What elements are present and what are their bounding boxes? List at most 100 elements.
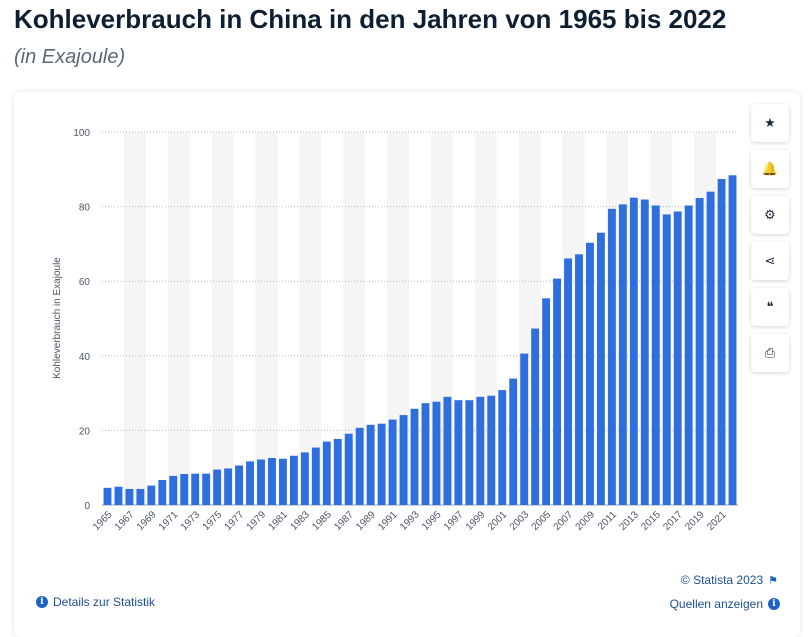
x-tick-label: 1977 bbox=[223, 509, 247, 533]
bar-2012[interactable] bbox=[618, 204, 627, 505]
sources-label: Quellen anzeigen bbox=[669, 597, 763, 611]
bar-1982[interactable] bbox=[289, 455, 298, 505]
x-tick-label: 2007 bbox=[552, 509, 576, 533]
x-tick-label: 1985 bbox=[310, 509, 334, 533]
bar-1981[interactable] bbox=[278, 458, 287, 505]
bar-2002[interactable] bbox=[509, 378, 518, 505]
chart-toolbar: ★ 🔔 ⚙ ⋖ ❝ ⎙ bbox=[751, 104, 789, 380]
bar-2016[interactable] bbox=[662, 214, 671, 506]
bar-1988[interactable] bbox=[355, 427, 364, 505]
bar-1992[interactable] bbox=[399, 415, 408, 505]
bar-1990[interactable] bbox=[377, 423, 386, 505]
bar-1977[interactable] bbox=[235, 465, 244, 505]
bar-2022[interactable] bbox=[728, 175, 737, 505]
copyright-label: © Statista 2023 bbox=[680, 573, 764, 587]
x-tick-label: 2011 bbox=[596, 509, 619, 532]
bar-1985[interactable] bbox=[322, 441, 331, 505]
x-tick-label: 2003 bbox=[508, 509, 532, 533]
bar-1997[interactable] bbox=[454, 400, 463, 505]
y-tick-label: 100 bbox=[73, 128, 90, 139]
stripe bbox=[167, 132, 190, 505]
y-tick-label: 40 bbox=[79, 352, 91, 363]
bar-1983[interactable] bbox=[300, 452, 309, 505]
stripe bbox=[343, 132, 366, 505]
x-tick-label: 2013 bbox=[617, 509, 641, 533]
bar-1976[interactable] bbox=[224, 468, 233, 505]
bar-1993[interactable] bbox=[410, 408, 419, 505]
bar-2006[interactable] bbox=[553, 278, 562, 505]
bar-2004[interactable] bbox=[531, 328, 540, 505]
bar-2018[interactable] bbox=[684, 205, 693, 505]
x-tick-label: 1981 bbox=[267, 509, 291, 533]
bar-1973[interactable] bbox=[191, 473, 200, 505]
bar-1999[interactable] bbox=[476, 396, 485, 505]
bar-2010[interactable] bbox=[596, 232, 605, 505]
x-tick-label: 1999 bbox=[464, 509, 488, 533]
x-tick-label: 2001 bbox=[486, 509, 510, 533]
bar-2000[interactable] bbox=[487, 395, 496, 505]
x-tick-label: 1995 bbox=[420, 509, 444, 533]
print-button[interactable]: ⎙ bbox=[751, 334, 789, 372]
bar-2015[interactable] bbox=[651, 205, 660, 505]
quote-icon: ❝ bbox=[766, 299, 774, 314]
bar-2009[interactable] bbox=[586, 242, 594, 505]
details-link[interactable]: i Details zur Statistik bbox=[36, 595, 155, 609]
bar-2005[interactable] bbox=[542, 298, 551, 505]
x-tick-label: 2005 bbox=[530, 509, 554, 533]
bar-2003[interactable] bbox=[520, 353, 529, 505]
bar-2013[interactable] bbox=[629, 197, 638, 505]
y-tick-label: 20 bbox=[79, 426, 91, 437]
bar-1972[interactable] bbox=[180, 474, 189, 505]
x-tick-label: 1983 bbox=[288, 509, 312, 533]
bar-1980[interactable] bbox=[268, 458, 276, 505]
bar-2019[interactable] bbox=[695, 198, 704, 505]
flag-icon[interactable]: ⚑ bbox=[768, 574, 778, 587]
bar-1968[interactable] bbox=[136, 488, 145, 505]
bar-1965[interactable] bbox=[103, 487, 112, 505]
bar-1967[interactable] bbox=[125, 488, 134, 505]
bar-2008[interactable] bbox=[575, 254, 583, 505]
bar-1970[interactable] bbox=[158, 480, 167, 505]
bar-1966[interactable] bbox=[114, 486, 123, 505]
bar-1986[interactable] bbox=[333, 438, 342, 505]
info-icon: i bbox=[768, 598, 780, 610]
stripe bbox=[255, 132, 278, 505]
share-button[interactable]: ⋖ bbox=[751, 242, 789, 280]
bar-1995[interactable] bbox=[432, 401, 441, 505]
x-tick-label: 2017 bbox=[661, 509, 685, 533]
x-tick-label: 2021 bbox=[705, 509, 729, 533]
bar-1991[interactable] bbox=[388, 419, 397, 505]
x-tick-label: 2019 bbox=[683, 509, 707, 533]
bar-2020[interactable] bbox=[706, 191, 715, 505]
bar-1994[interactable] bbox=[421, 403, 430, 505]
bar-1975[interactable] bbox=[213, 469, 222, 505]
bar-1971[interactable] bbox=[169, 475, 178, 505]
bar-2011[interactable] bbox=[607, 208, 616, 505]
quote-button[interactable]: ❝ bbox=[751, 288, 789, 326]
bar-1974[interactable] bbox=[202, 473, 211, 505]
page-title: Kohleverbrauch in China in den Jahren vo… bbox=[14, 4, 727, 34]
details-label: Details zur Statistik bbox=[53, 595, 156, 609]
bar-1998[interactable] bbox=[465, 400, 474, 505]
sources-link[interactable]: Quellen anzeigen i bbox=[670, 597, 780, 611]
x-tick-label: 1991 bbox=[376, 509, 400, 533]
x-tick-label: 1973 bbox=[179, 509, 203, 533]
bar-2014[interactable] bbox=[640, 199, 649, 505]
star-button[interactable]: ★ bbox=[751, 104, 789, 142]
gear-button[interactable]: ⚙ bbox=[751, 196, 789, 234]
bar-2007[interactable] bbox=[564, 258, 572, 505]
bar-2021[interactable] bbox=[717, 178, 726, 506]
bar-2001[interactable] bbox=[498, 390, 507, 505]
bar-1989[interactable] bbox=[366, 424, 375, 505]
x-tick-label: 1993 bbox=[398, 509, 422, 533]
bar-2017[interactable] bbox=[673, 211, 682, 505]
bar-1978[interactable] bbox=[246, 461, 254, 505]
stripe bbox=[299, 132, 322, 505]
bar-1979[interactable] bbox=[257, 459, 265, 505]
bar-1996[interactable] bbox=[443, 396, 452, 505]
bell-button[interactable]: 🔔 bbox=[751, 150, 789, 188]
bar-1969[interactable] bbox=[147, 485, 156, 505]
bar-1987[interactable] bbox=[344, 433, 353, 505]
bar-1984[interactable] bbox=[311, 447, 320, 505]
